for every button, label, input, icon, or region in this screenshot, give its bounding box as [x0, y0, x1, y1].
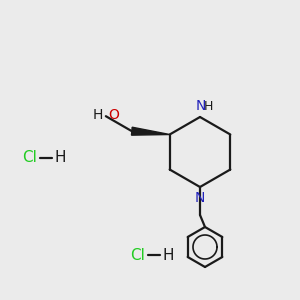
Text: N: N — [196, 99, 206, 113]
Text: H: H — [163, 248, 175, 262]
Text: O: O — [108, 108, 119, 122]
Text: Cl: Cl — [22, 151, 37, 166]
Text: H: H — [92, 108, 103, 122]
Text: H: H — [55, 151, 67, 166]
Text: H: H — [203, 100, 213, 113]
Text: N: N — [195, 191, 205, 205]
Text: Cl: Cl — [130, 248, 145, 262]
Polygon shape — [131, 127, 170, 135]
